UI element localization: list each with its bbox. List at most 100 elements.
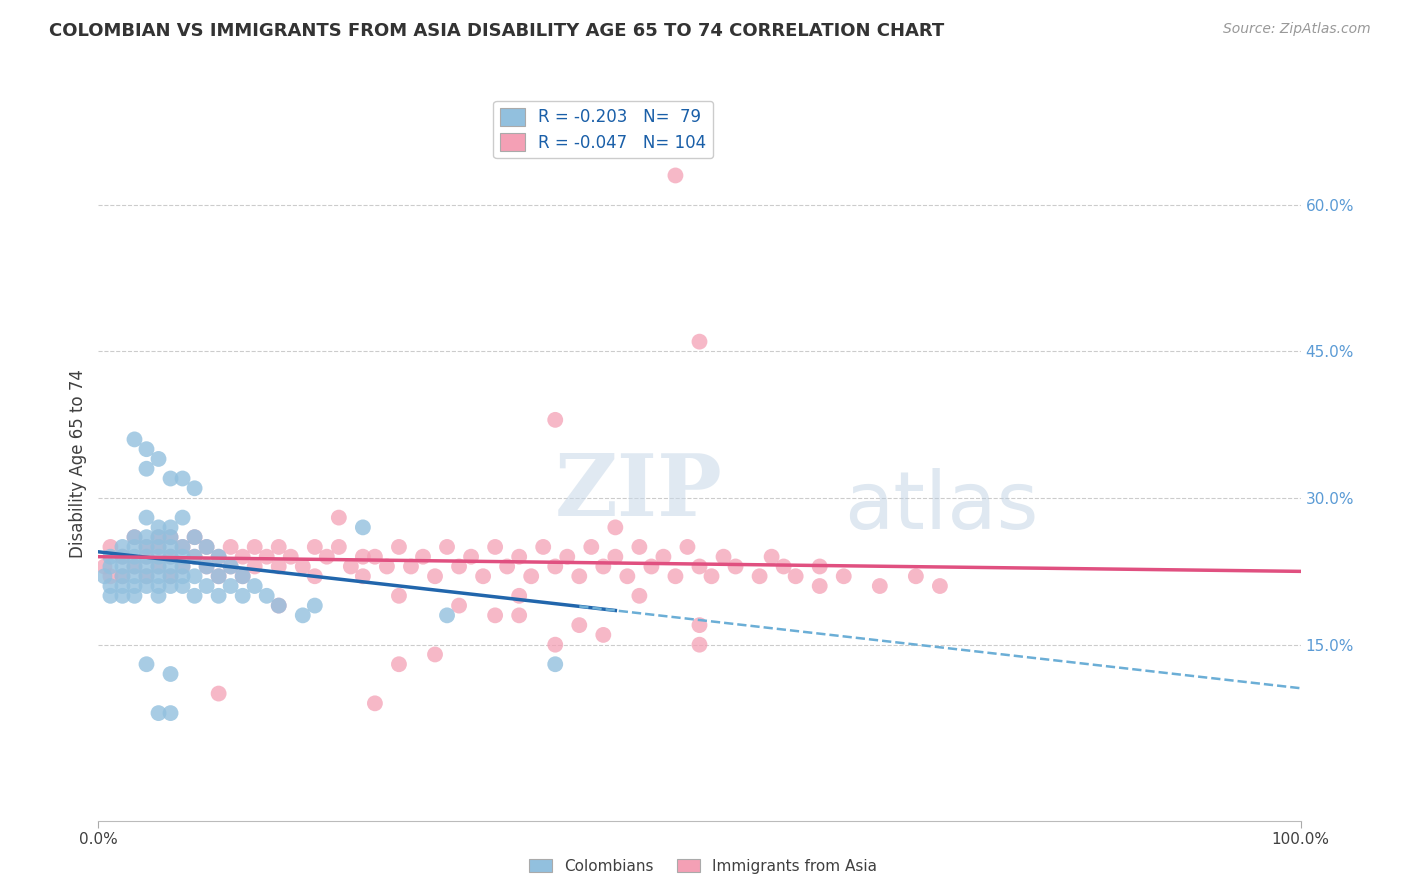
Point [100, 559, 122, 574]
Point [508, 589, 530, 603]
Point [472, 569, 495, 583]
Point [111, 569, 134, 583]
Point [148, 579, 170, 593]
Point [364, 549, 387, 564]
Point [832, 569, 855, 583]
Point [172, 540, 194, 554]
Point [592, 559, 614, 574]
Point [135, 569, 157, 583]
Point [520, 569, 543, 583]
Point [412, 549, 434, 564]
Point [148, 540, 170, 554]
Point [159, 549, 181, 564]
Point [592, 628, 614, 642]
Point [243, 540, 266, 554]
Point [124, 569, 146, 583]
Point [135, 461, 157, 475]
Point [148, 530, 170, 544]
Point [159, 471, 181, 485]
Point [555, 549, 578, 564]
Point [544, 413, 567, 427]
Point [135, 559, 157, 574]
Point [904, 569, 927, 583]
Point [135, 442, 157, 457]
Point [159, 530, 181, 544]
Point [328, 540, 350, 554]
Point [544, 638, 567, 652]
Point [568, 618, 591, 632]
Point [304, 569, 326, 583]
Point [183, 589, 205, 603]
Point [568, 569, 591, 583]
Point [111, 569, 134, 583]
Point [484, 540, 506, 554]
Legend: R = -0.203   N=  79, R = -0.047   N= 104: R = -0.203 N= 79, R = -0.047 N= 104 [494, 101, 713, 159]
Point [148, 569, 170, 583]
Point [100, 589, 122, 603]
Point [195, 559, 218, 574]
Point [208, 569, 231, 583]
Point [148, 559, 170, 574]
Point [544, 657, 567, 672]
Point [172, 559, 194, 574]
Point [208, 549, 231, 564]
Point [159, 569, 181, 583]
Point [808, 559, 831, 574]
Point [124, 530, 146, 544]
Y-axis label: Disability Age 65 to 74: Disability Age 65 to 74 [69, 369, 87, 558]
Point [375, 559, 398, 574]
Point [581, 540, 603, 554]
Point [183, 549, 205, 564]
Point [544, 559, 567, 574]
Point [280, 549, 302, 564]
Point [219, 559, 242, 574]
Point [124, 540, 146, 554]
Point [135, 540, 157, 554]
Point [676, 540, 699, 554]
Point [195, 579, 218, 593]
Point [159, 549, 181, 564]
Point [267, 599, 290, 613]
Point [135, 530, 157, 544]
Point [148, 452, 170, 467]
Point [124, 559, 146, 574]
Point [159, 667, 181, 681]
Point [689, 618, 711, 632]
Point [93, 569, 115, 583]
Point [605, 549, 627, 564]
Point [689, 334, 711, 349]
Point [172, 569, 194, 583]
Point [195, 540, 218, 554]
Point [700, 569, 723, 583]
Point [605, 520, 627, 534]
Point [928, 579, 950, 593]
Point [208, 569, 231, 583]
Point [689, 638, 711, 652]
Point [724, 559, 747, 574]
Point [195, 540, 218, 554]
Point [628, 540, 651, 554]
Point [399, 559, 422, 574]
Point [267, 540, 290, 554]
Point [111, 559, 134, 574]
Point [664, 569, 686, 583]
Point [531, 540, 554, 554]
Point [243, 579, 266, 593]
Point [148, 706, 170, 720]
Point [135, 549, 157, 564]
Point [447, 559, 470, 574]
Point [328, 510, 350, 524]
Point [640, 559, 662, 574]
Point [785, 569, 807, 583]
Text: ZIP: ZIP [555, 450, 723, 534]
Point [423, 648, 446, 662]
Point [243, 559, 266, 574]
Point [352, 569, 374, 583]
Text: COLOMBIAN VS IMMIGRANTS FROM ASIA DISABILITY AGE 65 TO 74 CORRELATION CHART: COLOMBIAN VS IMMIGRANTS FROM ASIA DISABI… [49, 22, 945, 40]
Point [423, 569, 446, 583]
Point [616, 569, 638, 583]
Point [208, 549, 231, 564]
Point [148, 540, 170, 554]
Point [135, 657, 157, 672]
Point [352, 549, 374, 564]
